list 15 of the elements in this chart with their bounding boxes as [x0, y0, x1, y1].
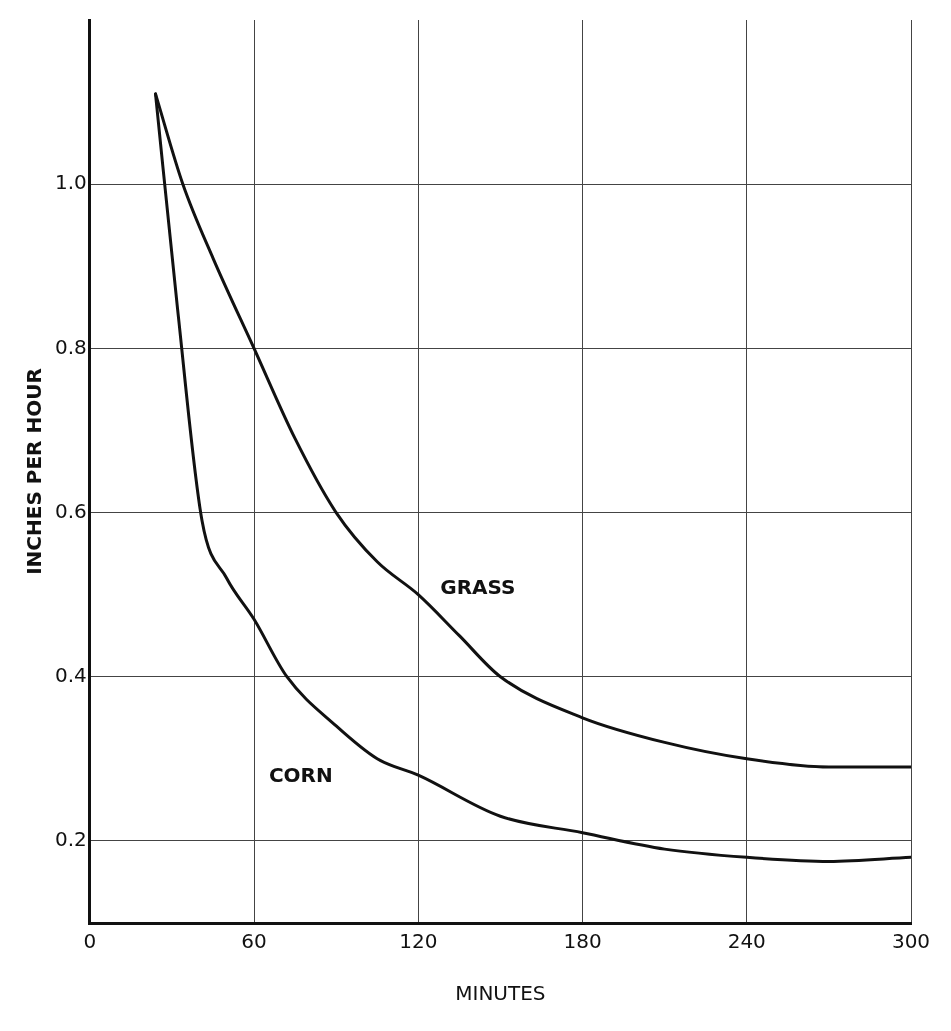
y-tick-label: 0.4: [54, 662, 87, 687]
x-tick-label: 120: [399, 929, 438, 954]
series-label: CORN: [268, 762, 333, 787]
y-axis-title: INCHES PER HOUR: [22, 368, 47, 575]
y-tick-label: 0.6: [54, 498, 87, 523]
y-tick-label: 1.0: [54, 170, 87, 195]
x-tick-label: 60: [241, 929, 267, 954]
y-tick-label: 0.8: [54, 334, 87, 359]
y-tick-label: 0.2: [54, 827, 87, 852]
x-tick-label: 0: [83, 929, 97, 954]
x-tick-label: 180: [563, 929, 602, 954]
x-tick-label: 240: [727, 929, 766, 954]
x-axis-title: MINUTES: [455, 981, 546, 1006]
x-tick-label: 300: [891, 929, 931, 954]
series-label: GRASS: [440, 574, 516, 599]
